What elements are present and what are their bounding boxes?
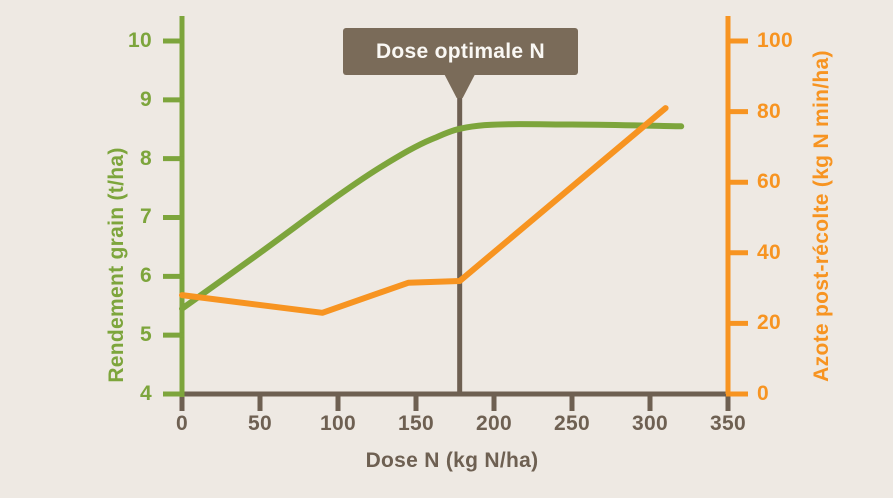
- y-right-tick-label-0: 0: [757, 382, 769, 405]
- x-tick-label-50: 50: [248, 412, 272, 435]
- x-tick-label-300: 300: [632, 412, 668, 435]
- y-left-tick-label-9: 9: [140, 88, 152, 111]
- y-left-tick-label-7: 7: [140, 205, 152, 228]
- y-left-axis-title: Rendement grain (t/ha): [105, 147, 128, 383]
- callout-pointer: [443, 73, 476, 98]
- optimal-dose-callout: Dose optimale N: [343, 28, 578, 75]
- x-tick-label-0: 0: [176, 412, 188, 435]
- x-tick-label-250: 250: [554, 412, 590, 435]
- y-right-tick-label-20: 20: [757, 311, 781, 334]
- y-left-tick-label-8: 8: [140, 147, 152, 170]
- x-tick-label-150: 150: [398, 412, 434, 435]
- series-layer: [179, 105, 685, 316]
- y-left-tick-label-4: 4: [140, 382, 152, 405]
- x-axis-title: Dose N (kg N/ha): [365, 449, 539, 472]
- x-tick-label-350: 350: [710, 412, 746, 435]
- series-line-left: [179, 121, 685, 312]
- series-line-right: [179, 105, 669, 316]
- y-left-tick-label-5: 5: [140, 323, 152, 346]
- y-right-tick-label-80: 80: [757, 100, 781, 123]
- y-right-tick-label-40: 40: [757, 241, 781, 264]
- y-right-tick-label-100: 100: [757, 29, 793, 52]
- y-right-tick-label-60: 60: [757, 170, 781, 193]
- y-left-tick-label-10: 10: [128, 29, 152, 52]
- x-tick-label-100: 100: [320, 412, 356, 435]
- y-left-tick-label-6: 6: [140, 264, 152, 287]
- axes-layer: [163, 16, 748, 411]
- x-tick-label-200: 200: [476, 412, 512, 435]
- y-right-axis-title: Azote post-récolte (kg N min/ha): [810, 50, 833, 382]
- callout-pointer-layer: [443, 73, 476, 98]
